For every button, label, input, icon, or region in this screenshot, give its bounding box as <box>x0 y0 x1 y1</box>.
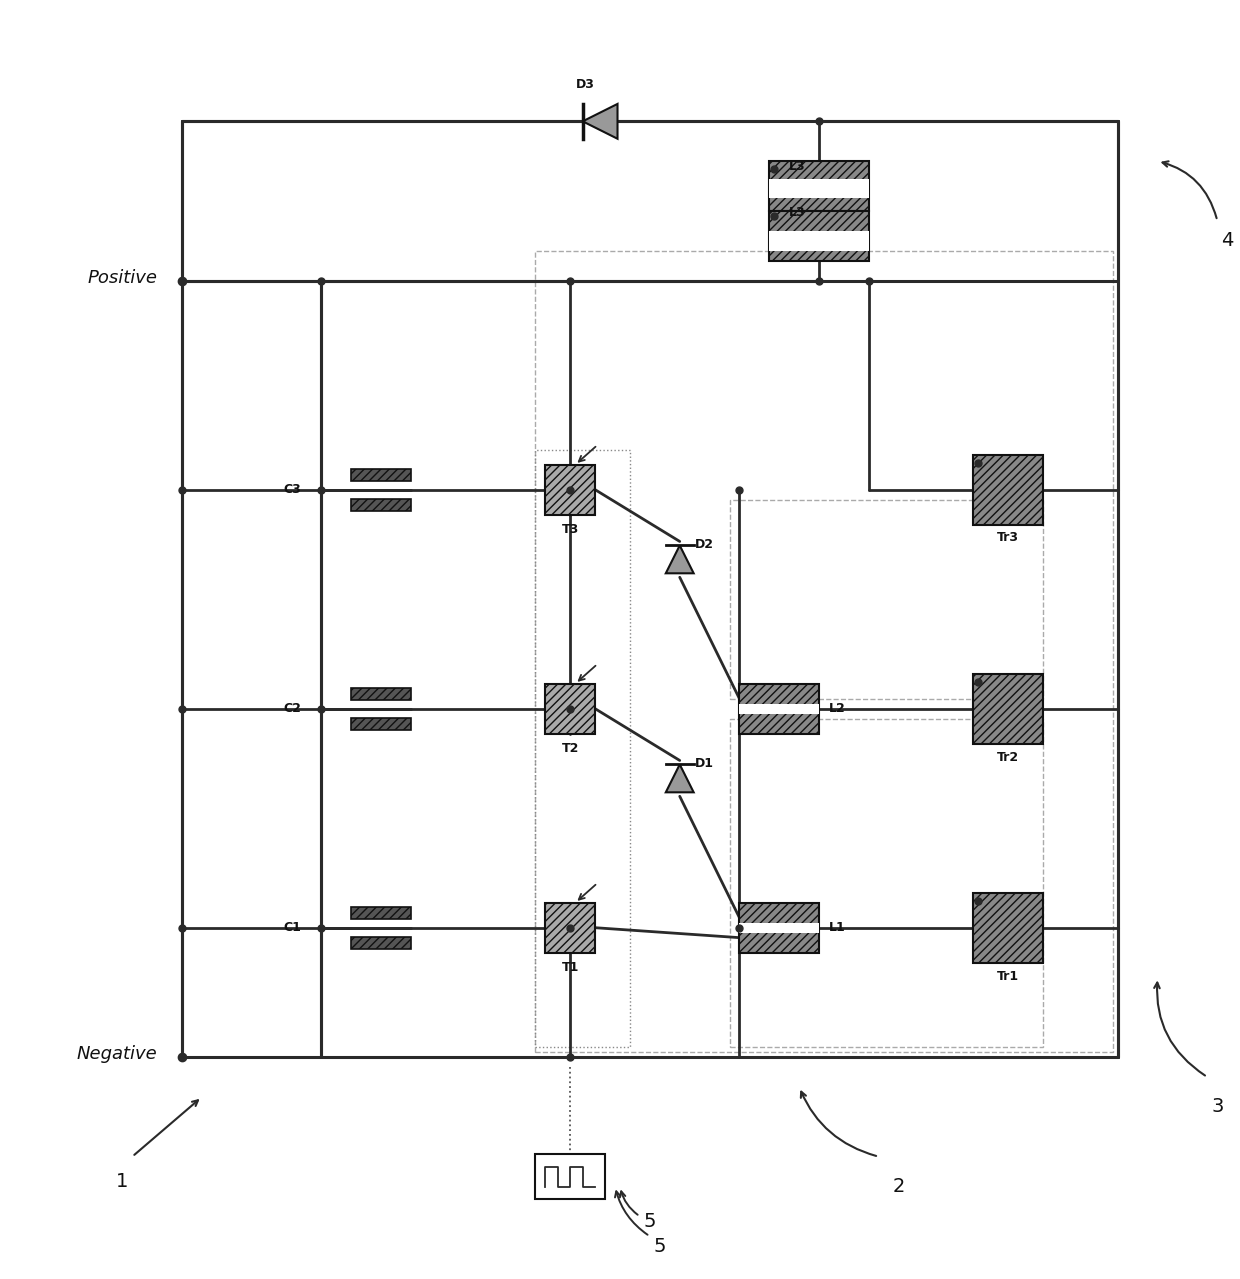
Bar <box>351 469 410 481</box>
Polygon shape <box>583 104 618 138</box>
Bar <box>739 903 820 953</box>
Text: T1: T1 <box>562 961 579 973</box>
Text: 1: 1 <box>117 1172 129 1191</box>
Bar <box>739 922 820 932</box>
Bar <box>351 907 410 918</box>
Text: C3: C3 <box>284 483 301 496</box>
Bar <box>973 893 1043 963</box>
Bar <box>536 1154 605 1198</box>
Bar <box>182 122 1117 1058</box>
Text: Tr3: Tr3 <box>997 532 1019 545</box>
Bar <box>769 161 869 211</box>
Bar <box>739 684 820 734</box>
Bar <box>546 684 595 734</box>
Text: Tr2: Tr2 <box>997 751 1019 764</box>
Text: Positive: Positive <box>87 269 157 286</box>
Polygon shape <box>666 765 693 792</box>
Text: D1: D1 <box>694 757 714 770</box>
Bar <box>536 450 630 1048</box>
Bar <box>739 703 820 714</box>
Bar <box>351 688 410 700</box>
Text: 3: 3 <box>1211 1097 1224 1117</box>
Bar <box>546 464 595 514</box>
Text: 5: 5 <box>644 1212 656 1230</box>
Bar <box>769 179 869 198</box>
Bar <box>536 251 1112 1053</box>
Text: D3: D3 <box>575 78 595 92</box>
Bar <box>351 936 410 949</box>
Text: C1: C1 <box>284 921 301 934</box>
Bar <box>973 674 1043 743</box>
Bar <box>546 903 595 953</box>
Bar <box>351 499 410 510</box>
Text: Tr1: Tr1 <box>997 969 1019 982</box>
Bar <box>769 211 869 261</box>
Bar <box>351 718 410 729</box>
Bar <box>729 500 1043 698</box>
Text: L3: L3 <box>789 206 806 220</box>
Polygon shape <box>666 545 693 573</box>
Bar <box>973 455 1043 524</box>
Text: L1: L1 <box>830 921 846 934</box>
Bar <box>729 719 1043 1048</box>
Text: L2: L2 <box>830 702 846 715</box>
Text: Negative: Negative <box>77 1045 157 1063</box>
Text: T3: T3 <box>562 523 579 536</box>
Text: T2: T2 <box>562 742 579 755</box>
Bar <box>769 230 869 251</box>
Text: 4: 4 <box>1221 230 1234 249</box>
Text: 2: 2 <box>893 1177 905 1196</box>
Text: D2: D2 <box>694 538 714 551</box>
Text: C2: C2 <box>284 702 301 715</box>
Text: L3: L3 <box>789 160 806 173</box>
Text: 5: 5 <box>653 1237 666 1256</box>
